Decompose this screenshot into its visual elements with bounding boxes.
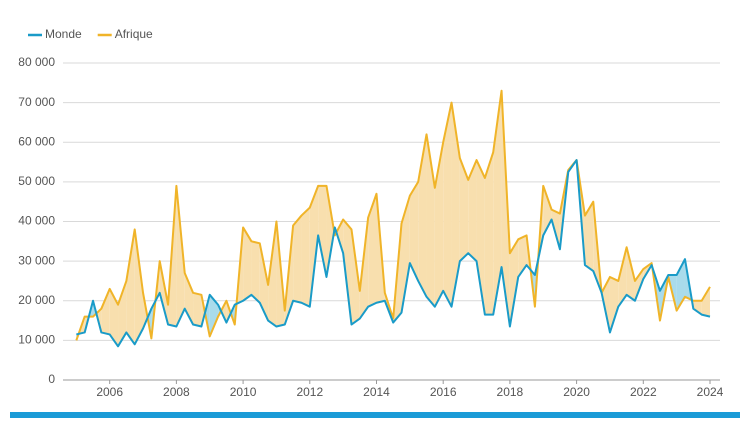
x-tick-label: 2006 [96, 385, 123, 399]
gap-fill [259, 243, 269, 321]
gap-fill [101, 288, 110, 335]
gap-fill [134, 229, 144, 345]
gap-fill [509, 239, 519, 327]
gap-fill [351, 229, 360, 325]
footer-bar [10, 412, 740, 418]
gap-fill [251, 241, 260, 303]
legend-label: Monde [45, 27, 82, 41]
gap-fill [318, 185, 327, 277]
gap-fill [243, 227, 252, 301]
y-tick-label: 30 000 [18, 253, 55, 267]
gap-fill [193, 292, 202, 327]
gap-fill [209, 294, 219, 337]
series-line [76, 159, 711, 348]
gap-fill [309, 185, 319, 307]
gap-fill [693, 300, 702, 315]
y-tick-label: 70 000 [18, 95, 55, 109]
y-tick-label: 0 [48, 372, 55, 386]
x-tick-label: 2016 [430, 385, 457, 399]
x-tick-label: 2010 [230, 385, 257, 399]
x-tick-label: 2022 [630, 385, 657, 399]
y-tick-label: 80 000 [18, 55, 55, 69]
gap-fill [701, 286, 710, 317]
y-tick-label: 20 000 [18, 293, 55, 307]
gap-fill [434, 142, 444, 307]
gap-fill [443, 102, 452, 307]
y-tick-label: 60 000 [18, 134, 55, 148]
gap-fill [409, 181, 419, 281]
gap-fill [368, 193, 377, 307]
gap-fill [118, 280, 127, 347]
x-tick-label: 2014 [363, 385, 390, 399]
gap-fill [484, 152, 494, 315]
gap-fill [126, 229, 135, 345]
y-tick-label: 10 000 [18, 333, 55, 347]
gap-fill [468, 160, 477, 262]
gap-fill [618, 247, 627, 307]
x-tick-label: 2018 [497, 385, 524, 399]
x-tick-label: 2020 [563, 385, 590, 399]
gap-fill [626, 247, 635, 301]
gap-fill [459, 158, 469, 262]
gap-fill [326, 185, 335, 277]
gap-fill [221, 300, 227, 323]
x-tick-label: 2012 [296, 385, 323, 399]
y-tick-label: 40 000 [18, 214, 55, 228]
series-line [75, 89, 711, 341]
gap-fill [584, 201, 594, 272]
gap-fill [301, 207, 310, 307]
gap-fill [451, 102, 460, 307]
gap-fill [176, 185, 185, 327]
legend-label: Afrique [115, 27, 153, 41]
gap-fill [109, 288, 119, 347]
x-tick-label: 2008 [163, 385, 190, 399]
gap-fill [293, 215, 302, 303]
gap-fill [609, 276, 619, 333]
y-tick-label: 50 000 [18, 174, 55, 188]
gap-fill [401, 195, 410, 313]
gap-fill [268, 221, 277, 327]
x-tick-label: 2024 [697, 385, 724, 399]
gap-fill [476, 160, 485, 315]
gap-fill [493, 90, 502, 315]
